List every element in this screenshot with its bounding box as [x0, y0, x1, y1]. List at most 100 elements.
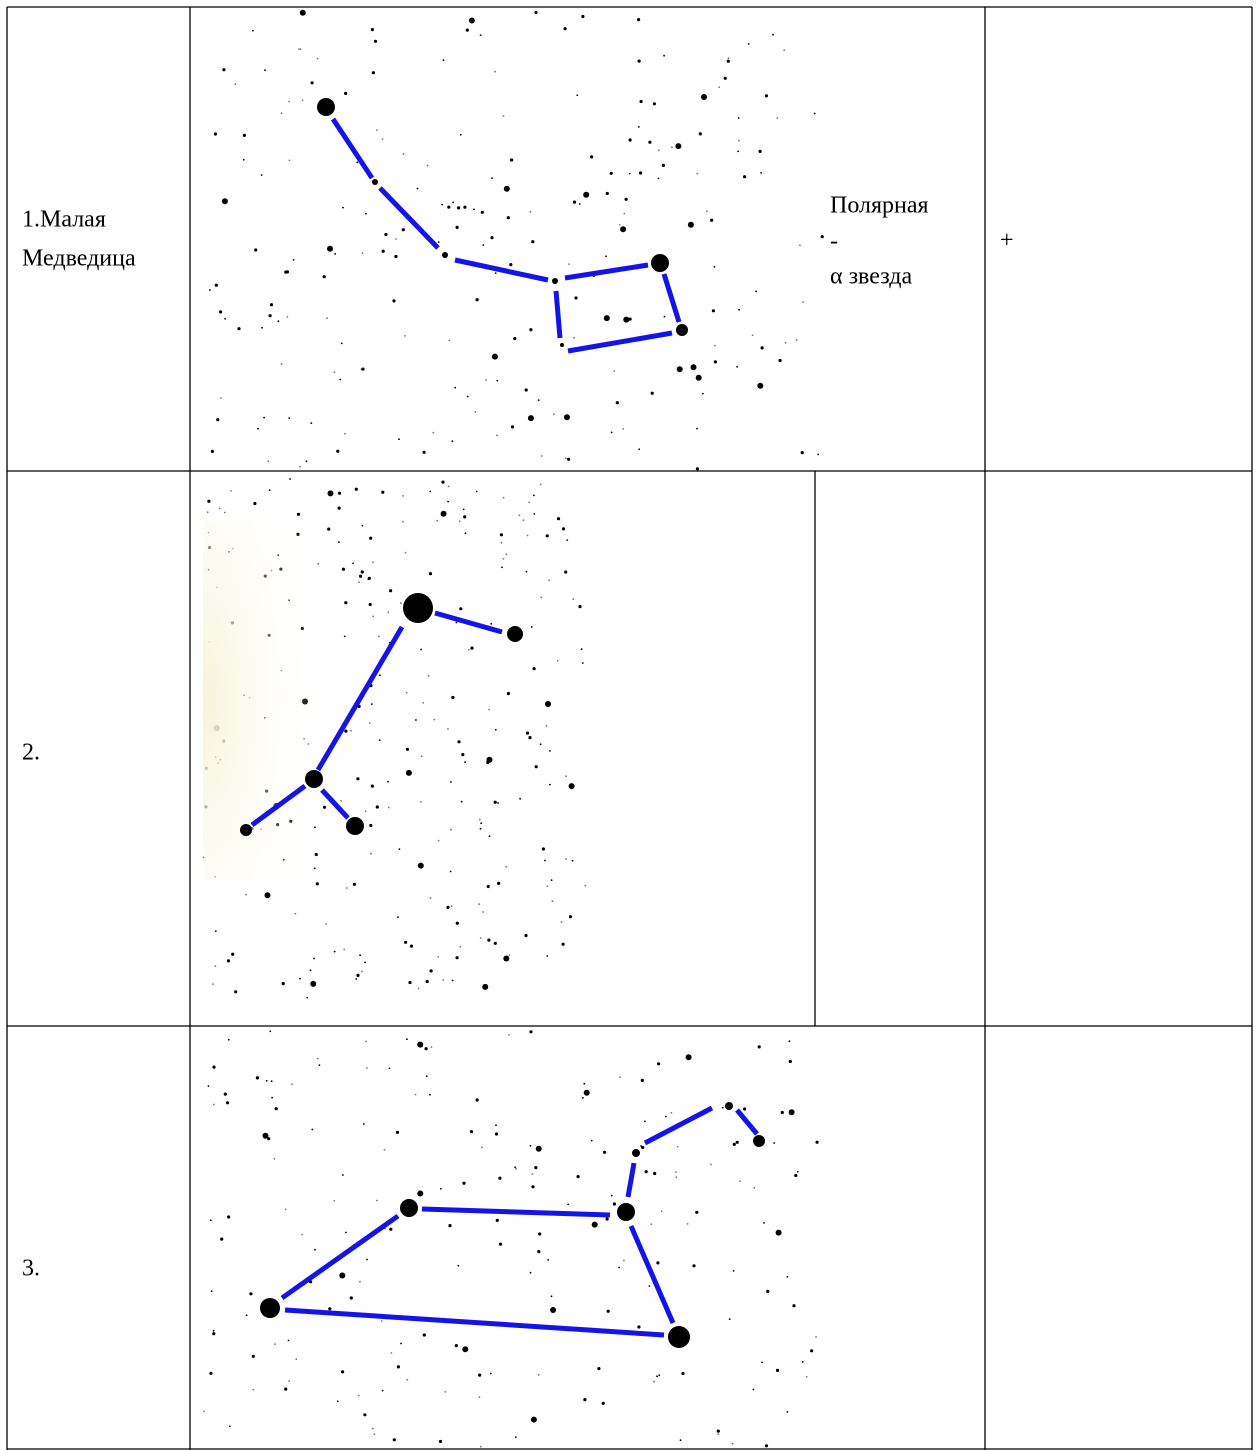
star-dot	[422, 1333, 426, 1337]
star-dot	[572, 200, 577, 204]
star-dot	[446, 905, 450, 910]
star-dot	[796, 1170, 799, 1173]
star-dot	[295, 1358, 298, 1361]
star-dot	[574, 296, 578, 300]
star-dot	[364, 961, 366, 964]
star-dot	[653, 1171, 657, 1176]
star-dot	[462, 1346, 469, 1353]
star-dot	[622, 428, 625, 430]
star-dot	[405, 691, 408, 694]
star-dot	[478, 818, 481, 821]
star-dot	[815, 1140, 819, 1144]
star-dot	[261, 326, 263, 329]
star-dot	[494, 272, 497, 274]
star-dot	[285, 270, 289, 274]
star-dot	[494, 70, 496, 73]
star-dot	[447, 728, 449, 730]
star-dot	[609, 171, 613, 175]
star-dot	[404, 335, 406, 337]
star-dot	[267, 460, 270, 462]
star-dot	[315, 882, 319, 886]
star-dot	[475, 490, 478, 493]
star-dot	[533, 494, 535, 497]
star-dot	[658, 149, 660, 152]
star-dot	[384, 232, 388, 237]
star-dot	[264, 69, 266, 72]
star-dot	[254, 248, 258, 252]
star-dot	[656, 1375, 658, 1378]
star-dot	[371, 1427, 374, 1430]
star-dot	[441, 480, 445, 484]
star-dot	[268, 314, 272, 318]
star-dot	[474, 410, 477, 413]
star-dot	[450, 828, 452, 831]
star-dot	[376, 129, 378, 132]
star-dot	[702, 392, 704, 395]
star-dot	[547, 1259, 550, 1261]
star-dot	[298, 48, 300, 50]
star-dot	[389, 589, 393, 593]
star-dot	[478, 1396, 481, 1399]
star-dot	[288, 1380, 291, 1382]
star-dot	[464, 532, 467, 535]
star-dot	[568, 783, 575, 790]
star-dot	[534, 1166, 538, 1170]
star-dot	[628, 172, 631, 175]
star-dot	[457, 740, 461, 744]
star-dot	[395, 238, 397, 240]
star-dot	[637, 18, 641, 22]
star-dot	[529, 328, 533, 332]
star-dot	[815, 1336, 817, 1338]
star-dot	[578, 605, 582, 609]
star-dot	[387, 806, 390, 809]
star-dot	[379, 674, 381, 677]
star-dot	[757, 1045, 761, 1049]
star-dot	[737, 150, 739, 153]
star-dot	[341, 567, 345, 571]
star-dot	[493, 941, 497, 945]
star-dot	[810, 1349, 814, 1353]
star-dot	[203, 1410, 205, 1413]
star-dot	[225, 1101, 230, 1105]
star-dot	[498, 1242, 503, 1246]
star-dot	[327, 245, 333, 252]
star-dot	[402, 520, 404, 523]
star-dot	[795, 339, 798, 341]
star-dot	[497, 802, 499, 804]
star-dot	[716, 1429, 720, 1433]
star-dot	[216, 418, 220, 422]
star-dot	[510, 158, 514, 162]
star-dot	[345, 887, 348, 889]
star-dot	[710, 1163, 712, 1166]
star-dot	[481, 1146, 483, 1149]
star-dot	[398, 848, 401, 850]
star-dot	[738, 308, 740, 311]
star-dot	[590, 155, 594, 159]
star-dot	[440, 1187, 442, 1190]
star-dot	[364, 810, 367, 813]
star-dot	[509, 263, 513, 267]
star-dot	[567, 1203, 569, 1206]
star-dot	[454, 386, 457, 389]
star-dot	[486, 884, 490, 889]
star-dot	[462, 508, 465, 511]
star-dot	[650, 1223, 653, 1225]
star-dot	[455, 921, 459, 925]
star-dot	[380, 1320, 383, 1322]
star-dot	[263, 416, 265, 419]
star-dot	[502, 115, 505, 117]
star-dot	[334, 253, 337, 255]
star-dot	[603, 1150, 607, 1154]
star-dot	[370, 852, 372, 855]
star-dot	[640, 1078, 644, 1082]
star-dot	[658, 1374, 661, 1377]
star-dot	[234, 990, 238, 994]
star-dot	[772, 33, 774, 36]
star-dot	[359, 1280, 361, 1283]
star-dot	[322, 275, 326, 279]
star-dot	[465, 28, 469, 32]
star-dot	[371, 71, 375, 75]
star-dot	[265, 1079, 268, 1082]
